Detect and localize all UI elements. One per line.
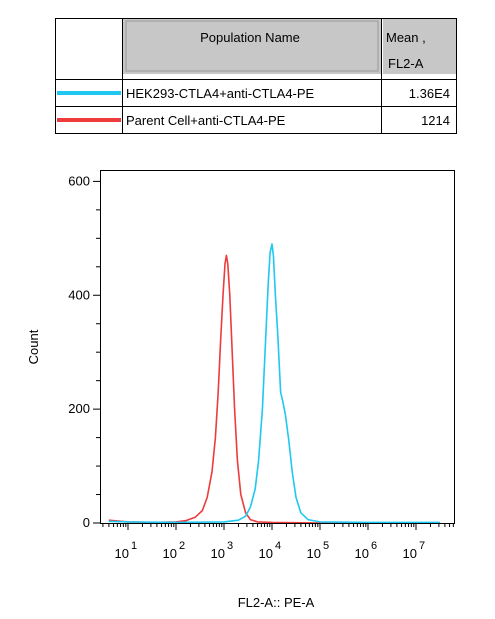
legend-mean-header-cell [383,18,456,74]
y-tick-label: 400 [68,287,90,302]
y-axis-label: Count [26,329,41,364]
x-tick-label-exponent: 2 [179,540,185,552]
legend-header-mean-1: Mean , [386,30,426,45]
legend-header-population: Population Name [200,30,300,45]
legend-table: Population Name Mean , FL2-A HEK293-CTLA… [55,18,457,134]
x-tick-label-exponent: 3 [227,540,233,552]
legend-row-hek293-name: HEK293-CTLA4+anti-CTLA4-PE [126,86,315,101]
table-border [55,18,457,134]
x-tick-label-exponent: 5 [323,540,329,552]
plot-frame [100,170,455,524]
x-tick-label-base: 10 [307,546,321,561]
x-tick-label-base: 10 [403,546,417,561]
x-tick-label-base: 10 [355,546,369,561]
y-tick-label: 600 [68,173,90,188]
x-tick-label-base: 10 [163,546,177,561]
x-tick-label-base: 10 [211,546,225,561]
x-tick-label-exponent: 1 [131,540,137,552]
x-tick-label-base: 10 [259,546,273,561]
y-tick-label: 0 [83,515,90,530]
x-tick-label-exponent: 4 [275,540,281,552]
series-line-1 [108,243,440,523]
legend-header-cell [123,18,381,74]
legend-header-mean-2: FL2-A [388,56,424,71]
x-tick-label-base: 10 [115,546,129,561]
legend-row-parent-name: Parent Cell+anti-CTLA4-PE [126,113,286,128]
series-line-0 [108,254,440,523]
y-tick-label: 200 [68,401,90,416]
legend-row-hek293-mean: 1.36E4 [409,86,450,101]
legend-row-parent-mean: 1214 [421,113,450,128]
legend-header-inner [125,20,379,72]
x-tick-label-exponent: 7 [419,540,425,552]
x-axis-label: FL2-A:: PE-A [238,595,315,610]
x-tick-label-exponent: 6 [371,540,377,552]
